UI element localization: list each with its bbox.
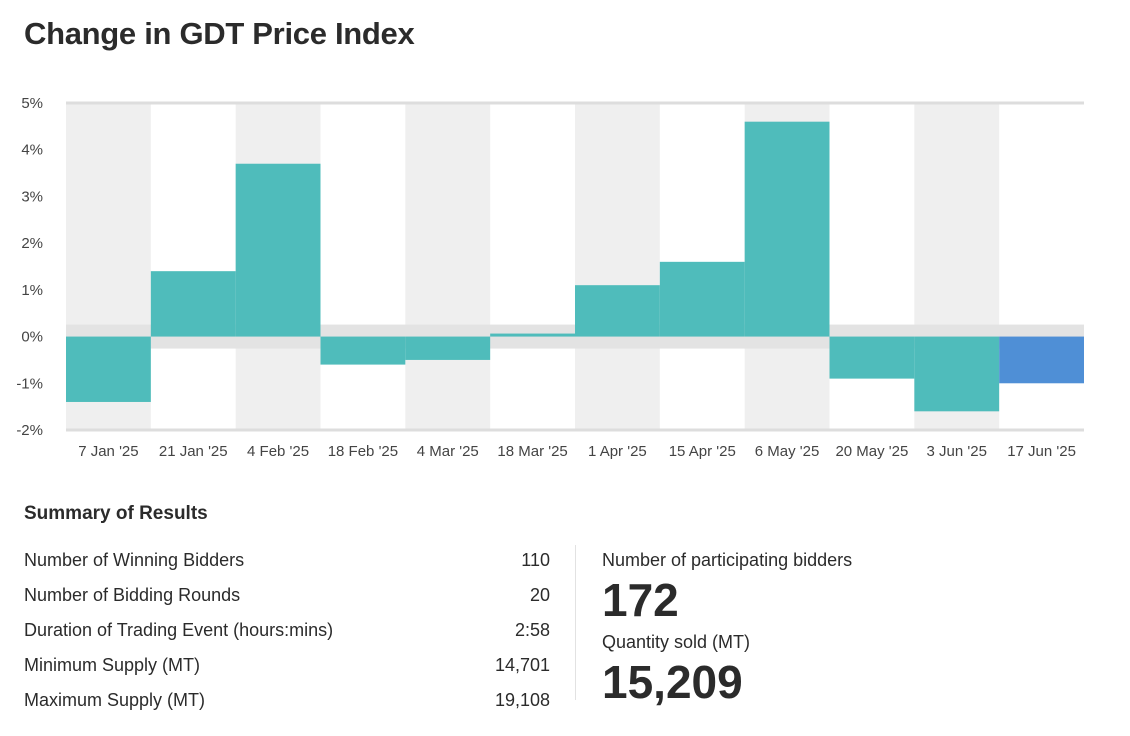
x-tick-label: 20 May '25 (835, 443, 908, 460)
x-tick-label: 18 Feb '25 (328, 443, 398, 460)
stat-value-maximum-supply: 19,108 (494, 690, 550, 710)
table-row: Number of Bidding Rounds 20 (24, 578, 550, 613)
page-title: Change in GDT Price Index (24, 16, 415, 51)
x-tick-label: 15 Apr '25 (669, 443, 736, 460)
table-row: Minimum Supply (MT) 14,701 (24, 648, 550, 683)
price-index-chart: 5% 4% 3% 2% 1% 0% -1% -2% 7 Jan '25 21 Jan '25 4 F… (16, 95, 1084, 460)
quantity-sold-label: Quantity sold (MT) (602, 632, 751, 652)
bar-6 (490, 333, 575, 337)
bar-8 (659, 261, 745, 337)
stat-label-bidding-rounds: Number of Bidding Rounds (24, 585, 241, 605)
bar-10 (829, 336, 915, 379)
bar-12 (999, 336, 1084, 384)
x-tick-label: 7 Jan '25 (78, 443, 138, 460)
y-tick-label: 4% (21, 142, 43, 159)
participating-bidders-value: 172 (602, 574, 679, 626)
kpi-panel: Number of participating bidders 172 Quan… (602, 547, 852, 711)
y-tick-label: 0% (21, 329, 43, 346)
stat-value-minimum-supply: 14,701 (494, 655, 550, 675)
stat-label-minimum-supply: Minimum Supply (MT) (24, 655, 201, 675)
bar-9 (744, 121, 830, 337)
bar-11 (914, 336, 1000, 412)
stat-label-winning-bidders: Number of Winning Bidders (24, 550, 245, 570)
y-tick-label: 5% (21, 95, 43, 112)
stat-label-duration: Duration of Trading Event (hours:mins) (24, 620, 334, 640)
x-tick-label: 3 Jun '25 (927, 443, 987, 460)
y-tick-label: 1% (21, 282, 43, 299)
stat-value-duration: 2:58 (514, 620, 550, 640)
summary-divider (575, 545, 576, 700)
summary-title: Summary of Results (24, 503, 208, 524)
bar-2 (150, 271, 236, 337)
y-tick-label: 2% (21, 235, 43, 252)
stat-label-maximum-supply: Maximum Supply (MT) (24, 690, 206, 710)
y-tick-label: 3% (21, 188, 43, 205)
summary-table: Number of Winning Bidders 110 Number of … (24, 543, 550, 718)
participating-bidders-label: Number of participating bidders (602, 550, 853, 570)
quantity-sold-value: 15,209 (602, 656, 743, 708)
y-tick-label: -2% (16, 422, 43, 439)
stat-value-winning-bidders: 110 (521, 550, 550, 570)
chart-band (405, 103, 491, 430)
table-row: Maximum Supply (MT) 19,108 (24, 683, 550, 718)
x-tick-label: 21 Jan '25 (159, 443, 228, 460)
table-row: Number of Winning Bidders 110 (24, 543, 550, 578)
y-tick-label: -1% (16, 375, 43, 392)
x-tick-label: 4 Feb '25 (247, 443, 309, 460)
x-tick-label: 6 May '25 (755, 443, 820, 460)
table-row: Duration of Trading Event (hours:mins) 2… (24, 613, 550, 648)
chart-band (575, 103, 660, 430)
bar-1 (66, 336, 151, 402)
bar-5 (405, 336, 491, 360)
bar-3 (235, 163, 321, 337)
stat-value-bidding-rounds: 20 (529, 585, 550, 605)
x-tick-label: 17 Jun '25 (1007, 443, 1076, 460)
bar-4 (320, 336, 406, 365)
x-tick-label: 18 Mar '25 (497, 443, 567, 460)
x-tick-label: 1 Apr '25 (588, 443, 647, 460)
bar-7 (575, 285, 660, 337)
x-tick-label: 4 Mar '25 (417, 443, 479, 460)
